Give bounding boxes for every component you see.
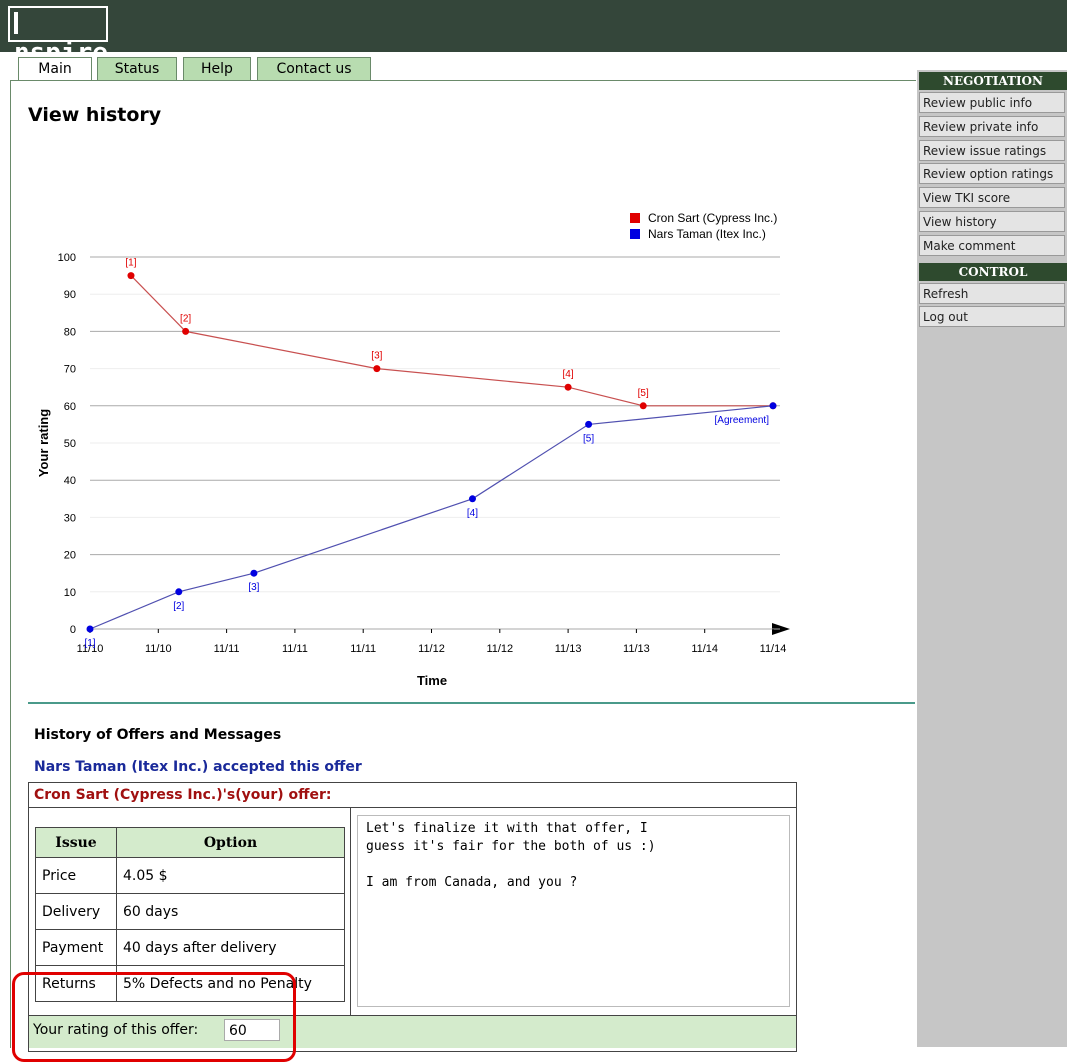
tab[interactable]: Status xyxy=(97,57,177,81)
x-tick-label: 11/12 xyxy=(486,643,513,655)
content-border xyxy=(10,80,916,1048)
offer-title: Cron Sart (Cypress Inc.)'s(your) offer: xyxy=(34,787,332,803)
x-tick-label: 11/11 xyxy=(214,643,240,655)
chart: Your rating Time 0 10 20 30 40 50 60 70 80 90 100 1… xyxy=(36,211,790,688)
y-tick-label: 100 xyxy=(58,252,76,264)
point-label: [4] xyxy=(467,508,478,519)
sidebar-item[interactable]: Refresh xyxy=(919,282,1065,304)
x-tick-label: 11/10 xyxy=(145,643,172,655)
y-tick-label: 80 xyxy=(64,326,76,338)
cell: 4.05 $ xyxy=(116,857,345,894)
cell: Returns xyxy=(35,965,117,1002)
sidebar-item[interactable]: Review option ratings xyxy=(919,163,1065,185)
x-tick-label: 11/14 xyxy=(691,643,718,655)
sidebar-item[interactable]: Review public info xyxy=(919,92,1065,113)
y-tick-label: 0 xyxy=(70,624,76,636)
x-tick-label: 11/13 xyxy=(555,643,582,655)
point xyxy=(182,327,190,335)
cell: 40 days after delivery xyxy=(116,929,345,966)
point-label: [2] xyxy=(173,601,184,612)
point-label: [Agreement] xyxy=(715,415,770,426)
axis-arrow xyxy=(772,623,790,635)
point-label: [3] xyxy=(248,582,259,593)
point-label: [5] xyxy=(583,433,594,444)
point xyxy=(127,272,135,280)
x-tick-label: 11/10 xyxy=(77,643,104,655)
sidebar-item[interactable]: Review issue ratings xyxy=(919,139,1065,161)
y-tick-label: 90 xyxy=(64,289,76,301)
tab[interactable]: Contact us xyxy=(257,57,371,81)
point xyxy=(86,625,94,633)
x-tick-label: 11/11 xyxy=(350,643,376,655)
table-header: Issue xyxy=(35,827,117,858)
cell: 60 days xyxy=(116,893,345,930)
table-header: Option xyxy=(116,827,345,858)
legend-swatch xyxy=(630,213,640,223)
x-tick-label: 11/12 xyxy=(418,643,445,655)
offer-table: Issue Option Price 4.05 $ Delivery 60 days … xyxy=(35,827,345,1002)
legend-label: Nars Taman (Itex Inc.) xyxy=(648,227,766,241)
tab[interactable]: Help xyxy=(183,57,251,81)
legend-label: Cron Sart (Cypress Inc.) xyxy=(648,211,777,225)
status: Nars Taman (Itex Inc.) accepted this off… xyxy=(34,759,362,775)
message: Let's finalize it with that offer, I gue… xyxy=(357,815,790,1007)
series-line xyxy=(89,405,774,630)
page-title: View history xyxy=(28,104,162,126)
y-tick-label: 40 xyxy=(64,475,76,487)
rating-row xyxy=(29,1015,796,1048)
cell: Delivery xyxy=(35,893,117,930)
y-tick-label: 20 xyxy=(64,550,76,562)
y-tick-label: 30 xyxy=(64,512,76,524)
separator xyxy=(28,702,915,704)
point-label: [1] xyxy=(84,638,95,649)
y-tick-label: 50 xyxy=(64,438,76,450)
cell: Payment xyxy=(35,929,117,966)
x-tick-label: 11/13 xyxy=(623,643,650,655)
y-tick-label: 60 xyxy=(64,401,76,413)
point xyxy=(639,402,647,410)
highlight xyxy=(12,972,296,1062)
point xyxy=(373,365,381,373)
point-label: [2] xyxy=(180,313,191,324)
point-label: [1] xyxy=(125,258,136,269)
x-axis-label: Time xyxy=(417,673,447,688)
sidebar-heading: NEGOTIATION xyxy=(919,72,1067,90)
y-axis-label: Your rating xyxy=(36,409,51,477)
legend-swatch xyxy=(630,229,640,239)
point xyxy=(250,569,258,577)
rating-input[interactable]: 60 xyxy=(224,1019,280,1041)
rating-label: Your rating of this offer: xyxy=(33,1022,199,1038)
sidebar-item[interactable]: Log out xyxy=(919,306,1065,328)
divider xyxy=(28,807,797,808)
point xyxy=(468,495,476,503)
series-line xyxy=(130,275,773,407)
sidebar xyxy=(917,70,1067,1047)
history-title: History of Offers and Messages xyxy=(34,727,282,743)
y-tick-label: 10 xyxy=(64,587,76,599)
cell: Price xyxy=(35,857,117,894)
x-tick-label: 11/11 xyxy=(282,643,308,655)
point-label: [3] xyxy=(371,351,382,362)
sidebar-item[interactable]: Make comment xyxy=(919,234,1065,256)
tab[interactable]: Main xyxy=(18,57,92,81)
sidebar-item[interactable]: View history xyxy=(919,211,1065,232)
point xyxy=(585,420,593,428)
divider xyxy=(350,807,351,1015)
sidebar-heading: CONTROL xyxy=(919,262,1067,281)
sidebar-item[interactable]: Review private info xyxy=(919,115,1065,137)
point-label: [4] xyxy=(563,369,574,380)
y-tick-label: 70 xyxy=(64,364,76,376)
point-label: [5] xyxy=(638,388,649,399)
x-tick-label: 11/14 xyxy=(760,643,787,655)
sidebar-item[interactable]: View TKI score xyxy=(919,187,1065,209)
header xyxy=(0,0,1067,52)
cell: 5% Defects and no Penalty xyxy=(116,965,345,1002)
point xyxy=(769,402,777,410)
point xyxy=(175,588,183,596)
point xyxy=(564,383,572,391)
